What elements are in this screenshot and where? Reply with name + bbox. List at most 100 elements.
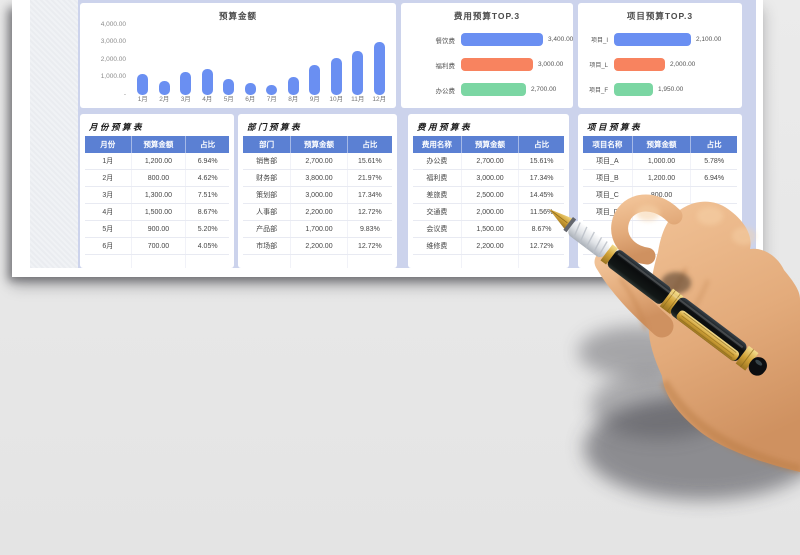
table-row: 人事部 2,200.00 12.72% [243, 203, 392, 221]
table-row [85, 254, 229, 268]
column-header: 部门 [243, 136, 292, 153]
table-row: 差旅费 2,500.00 14.45% [413, 186, 564, 204]
table-cell [632, 220, 692, 238]
hbar [614, 58, 665, 71]
table-cell: 人事部 [243, 203, 292, 221]
data-table: 部门 预算金额 占比 销售部 2,700.00 15.61% 财务部 3,800.00 21.9… [243, 136, 392, 268]
table-cell: 4月 [85, 203, 132, 221]
table-cell [243, 254, 292, 268]
table-cell: 12.72% [347, 203, 392, 221]
column-header: 占比 [185, 136, 229, 153]
table-cell: 800.00 [131, 169, 187, 187]
table-row: 项目_C 800.00 [583, 186, 737, 204]
column-header: 预算金额 [290, 136, 348, 153]
table-cell: 3,000.00 [461, 169, 520, 187]
table-cell [632, 237, 692, 255]
table-cell: 1,700.00 [290, 220, 348, 238]
column-header: 项目名称 [583, 136, 633, 153]
column-header: 月份 [85, 136, 132, 153]
table-row: 办公费 2,700.00 15.61% [413, 153, 564, 170]
hbar-row: 项目_I 2,100.00 [586, 33, 738, 47]
table-cell: 2月 [85, 169, 132, 187]
table-cell [583, 254, 633, 268]
hbar-value-label: 3,400.00 [548, 36, 573, 43]
hbar-category-label: 餐饮费 [435, 37, 456, 45]
chart-title: 预算金额 [218, 11, 257, 21]
table-cell: 15.61% [518, 153, 564, 170]
table-cell [583, 237, 633, 255]
table-cell: 2,500.00 [461, 186, 520, 204]
hbar-row: 项目_L 2,000.00 [586, 58, 738, 72]
table-header-row: 部门 预算金额 占比 [243, 136, 392, 153]
hbar [614, 33, 691, 46]
table-header-row: 月份 预算金额 占比 [85, 136, 229, 153]
budget-dashboard-board: 预算金额 4,000.00 3,000.00 2,000.00 1,000.00 - 1… [12, 0, 763, 277]
table-row [413, 254, 564, 268]
hbar [461, 33, 543, 46]
table-cell: 项目_C [583, 186, 633, 204]
bar-series [132, 25, 390, 95]
table-cell: 福利费 [413, 169, 462, 187]
table-row: 4月 1,500.00 8.67% [85, 203, 229, 221]
hbar [461, 83, 526, 96]
table-row [583, 237, 737, 255]
table-row: 1月 1,200.00 6.94% [85, 153, 229, 170]
table-row: 财务部 3,800.00 21.97% [243, 169, 392, 187]
table-cell: 销售部 [243, 153, 292, 170]
bar [330, 58, 342, 95]
table-cell [632, 254, 692, 268]
table-cell: 项目_B [583, 169, 633, 187]
hbar-category-label: 项目_I [590, 38, 608, 44]
x-tick-label: 10月 [329, 96, 344, 103]
table-row [583, 254, 737, 268]
table-row: 会议费 1,500.00 8.67% [413, 220, 564, 238]
table-row [583, 220, 737, 238]
table-cell: 5.78% [690, 153, 737, 170]
table-row: 策划部 3,000.00 17.34% [243, 186, 392, 204]
table-cell: 1,500.00 [131, 203, 187, 221]
table-cell: 项目_A [583, 153, 633, 170]
hbar-category-label: 福利费 [435, 62, 456, 70]
table-cell: 办公费 [413, 153, 462, 170]
table-cell: 700.00 [131, 237, 187, 255]
x-tick-label: 6月 [245, 96, 256, 103]
table-cell: 2,000.00 [461, 203, 520, 221]
hbar-row: 办公费 2,700.00 [409, 83, 569, 97]
table-cell [131, 254, 187, 268]
table-row: 项目_B 1,200.00 6.94% [583, 169, 737, 187]
hbar [461, 58, 533, 71]
table-cell: 12.72% [518, 237, 564, 255]
table-cell: 策划部 [243, 186, 292, 204]
table-cell: 差旅费 [413, 186, 462, 204]
table-cell: 5.20% [185, 220, 229, 238]
table-cell: 项目_D [583, 203, 633, 221]
project-top3-chart: 项目预算TOP.3 项目_I 2,100.00 项目_L 2,000.00 项目_F 1,… [578, 3, 742, 108]
table-cell [690, 203, 737, 221]
hbar-category-label: 办公费 [435, 87, 456, 95]
table-cell: 17.34% [518, 169, 564, 187]
table-cell [690, 237, 737, 255]
table-cell: 5月 [85, 220, 132, 238]
table-cell: 800.00 [632, 186, 692, 204]
column-header: 占比 [690, 136, 737, 153]
table-row: 6月 700.00 4.05% [85, 237, 229, 255]
data-table: 项目名称 预算金额 占比 项目_A 1,000.00 5.78% 项目_B 1,200.00 6… [583, 136, 737, 268]
y-tick-label: 4,000.00 [100, 20, 126, 28]
table-cell: 6.94% [185, 153, 229, 170]
table-header-row: 项目名称 预算金额 占比 [583, 136, 737, 153]
bar [201, 69, 213, 95]
hbar-value-label: 3,000.00 [538, 61, 564, 68]
table-row [243, 254, 392, 268]
hbar-rows: 餐饮费 3,400.00 福利费 3,000.00 办公费 2,700.00 [409, 27, 573, 102]
table-cell: 1,200.00 [131, 153, 187, 170]
table-cell: 交通费 [413, 203, 462, 221]
table-cell: 会议费 [413, 220, 462, 238]
y-tick-label: - [123, 90, 126, 98]
table-cell: 1,300.00 [131, 186, 187, 204]
table-cell: 4.05% [185, 237, 229, 255]
table-cell: 2,700.00 [461, 153, 520, 170]
table-cell [690, 254, 737, 268]
table-cell: 15.61% [347, 153, 392, 170]
hbar-row: 福利费 3,000.00 [409, 58, 569, 72]
hand-shadow [578, 326, 800, 500]
